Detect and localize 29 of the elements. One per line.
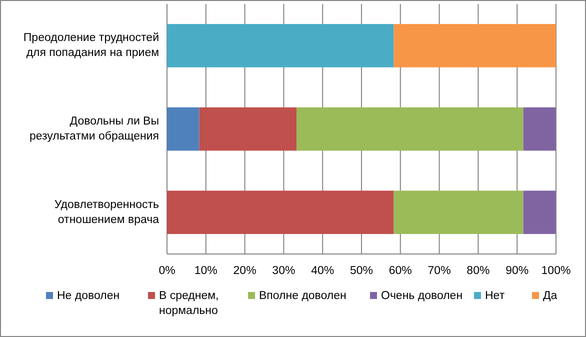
bar [394,24,556,68]
bar [167,190,394,234]
x-tick-label: 30% [272,265,296,277]
x-tick-label: 80% [466,265,490,277]
y-tick-label: Преодоление трудностей для попадания на прием [23,32,160,60]
x-tick-label: 20% [233,265,256,277]
bar [296,107,524,151]
x-tick-label: 0% [158,265,176,277]
bar [523,107,556,151]
x-tick-label: 70% [428,265,451,277]
y-tick-label: Довольны ли Вы результатми обращения [29,116,159,143]
y-tick-label: Удовлетворенность отношением врача [54,198,160,226]
x-tick-label: 10% [194,265,218,277]
bar [167,107,200,151]
bar [394,190,524,234]
bar [523,190,556,234]
x-tick-label: 100% [541,265,571,277]
x-tick-label: 60% [388,265,412,277]
x-tick-label: 90% [506,265,529,277]
legend-label: Нет [485,290,506,302]
legend-label: В среднем, нормально [159,290,219,318]
legend-label: Вполне доволен [259,290,346,302]
bar [199,107,297,151]
x-tick-label: 40% [311,265,334,277]
legend-label: Очень доволен [381,290,463,302]
legend-label: Да [543,290,558,302]
bar [167,24,394,68]
x-tick-label: 50% [350,265,374,277]
legend-label: Не доволен [57,290,120,302]
